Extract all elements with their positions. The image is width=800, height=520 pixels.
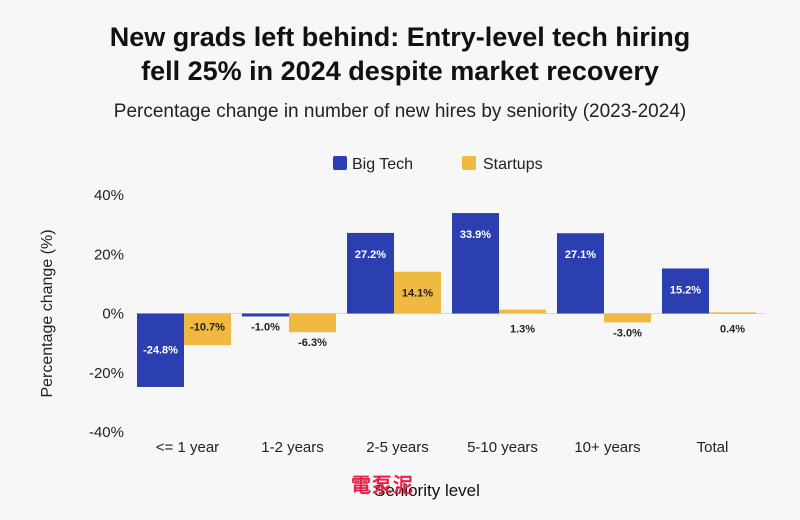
legend-label-big-tech: Big Tech [352,156,413,173]
y-tick-label: -40% [89,424,124,441]
data-label: -24.8% [143,345,178,357]
data-label: 27.2% [355,249,386,261]
legend-swatch-startups [462,156,476,170]
x-tick-label: <= 1 year [156,439,219,456]
x-tick-label: Total [697,439,729,456]
bar-big-tech [557,233,604,313]
data-label: 27.1% [565,249,596,261]
data-label: -6.3% [298,337,327,349]
bar-big-tech [242,314,289,317]
data-label: 0.4% [720,324,745,336]
y-tick-label: 20% [94,246,124,263]
y-tick-label: 40% [94,187,124,204]
bar-startups [604,314,651,323]
bar-big-tech [347,233,394,314]
y-tick-label: -20% [89,365,124,382]
data-label: -3.0% [613,327,642,339]
watermark-logo: 電泵泥 [351,469,414,498]
legend-label-startups: Startups [483,156,543,173]
data-label: 1.3% [510,324,535,336]
data-label: -1.0% [251,321,280,333]
x-tick-label: 2-5 years [366,439,429,456]
y-axis-label: Percentage change (%) [39,229,56,397]
bar-startups [289,314,336,333]
bar-startups [499,310,546,314]
legend-swatch-big-tech [333,156,347,170]
data-label: 14.1% [402,288,433,300]
x-tick-label: 10+ years [574,439,640,456]
x-tick-label: 5-10 years [467,439,538,456]
bar-startups [709,312,756,314]
x-tick-label: 1-2 years [261,439,324,456]
data-label: 33.9% [460,229,491,241]
data-label: -10.7% [190,322,225,334]
data-label: 15.2% [670,284,701,296]
y-tick-label: 0% [102,306,124,323]
